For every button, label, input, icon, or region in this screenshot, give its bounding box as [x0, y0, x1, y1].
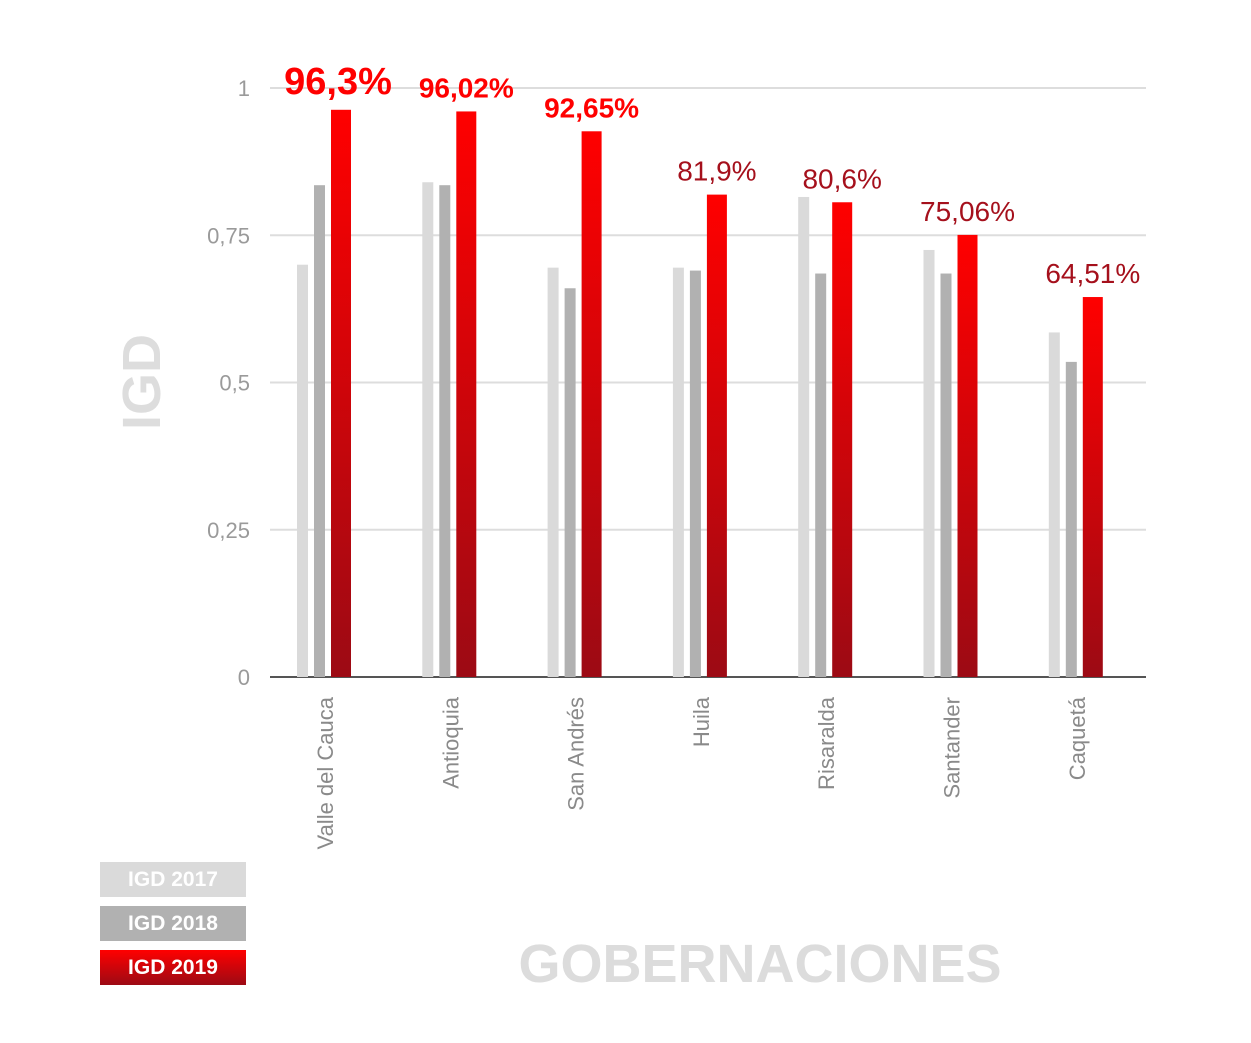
- x-axis-categories: Valle del Cauca Antioquia San Andrés Huila R…: [313, 696, 1090, 849]
- legend-item-2019: IGD 2019: [100, 950, 246, 985]
- x-category-label: Huila: [689, 696, 714, 747]
- bars: [297, 109, 1103, 678]
- data-label: 96,02%: [419, 72, 514, 103]
- y-axis-title: IGD: [112, 334, 172, 430]
- bar-igd-2017-1: [422, 182, 434, 678]
- bar-igd-2019-1: [456, 111, 477, 677]
- y-tick-label: 0,75: [207, 223, 250, 248]
- data-label: 64,51%: [1045, 258, 1140, 289]
- legend: IGD 2017 IGD 2018 IGD 2019: [100, 862, 246, 994]
- x-category-label: San Andrés: [564, 697, 589, 811]
- x-category-label: Caquetá: [1065, 696, 1090, 780]
- data-labels: 96,3% 96,02% 92,65% 81,9% 80,6% 75,06% 64,51%: [284, 61, 1140, 289]
- y-tick-label: 0,5: [219, 371, 250, 396]
- x-axis-title: GOBERNACIONES: [518, 934, 1001, 994]
- x-category-label: Valle del Cauca: [313, 696, 338, 849]
- y-tick-label: 1: [238, 76, 250, 101]
- data-label: 80,6%: [802, 163, 881, 194]
- x-category-label: Risaralda: [814, 696, 839, 790]
- legend-item-2017: IGD 2017: [100, 862, 246, 897]
- bar-igd-2017-0: [297, 264, 308, 677]
- bar-igd-2019-0: [331, 109, 351, 678]
- data-label: 96,3%: [284, 61, 392, 103]
- bar-igd-2018-0: [314, 185, 325, 677]
- bar-igd-2017-3: [672, 267, 684, 677]
- bar-igd-2017-5: [923, 249, 935, 677]
- data-label: 92,65%: [544, 92, 639, 123]
- y-tick-label: 0: [238, 665, 250, 690]
- bar-igd-2019-3: [706, 194, 727, 677]
- x-category-label: Antioquia: [438, 696, 463, 789]
- data-label: 81,9%: [677, 156, 756, 187]
- bar-igd-2018-5: [940, 273, 952, 677]
- bar-igd-2018-2: [564, 288, 576, 677]
- bar-igd-2017-6: [1048, 332, 1060, 677]
- legend-item-2018: IGD 2018: [100, 906, 246, 941]
- x-category-label: Santander: [940, 697, 965, 799]
- bar-igd-2017-2: [547, 267, 559, 677]
- bar-igd-2019-5: [957, 234, 978, 677]
- bar-igd-2018-4: [815, 273, 827, 677]
- bar-igd-2019-2: [581, 131, 602, 677]
- y-tick-label: 0,25: [207, 518, 250, 543]
- data-label: 75,06%: [920, 196, 1015, 227]
- bar-igd-2017-4: [798, 196, 810, 677]
- bar-igd-2018-3: [689, 270, 701, 677]
- y-axis-ticks: 0 0,25 0,5 0,75 1: [207, 76, 250, 690]
- bar-igd-2018-1: [439, 185, 451, 677]
- bar-igd-2018-6: [1065, 361, 1077, 677]
- bar-igd-2019-4: [832, 202, 853, 678]
- bar-igd-2019-6: [1082, 297, 1103, 677]
